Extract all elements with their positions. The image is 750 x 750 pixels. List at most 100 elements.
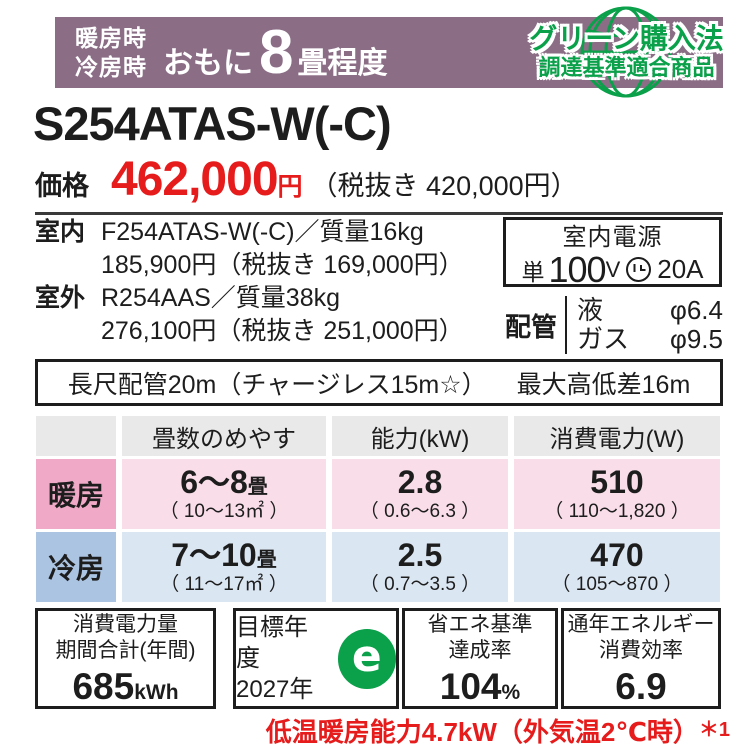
spec-table: 畳数のめやす 能力(kW) 消費電力(W) 暖房 6〜8 畳 （ 10〜13㎡ … bbox=[36, 416, 720, 602]
heating-tatami-range: （ 10〜13㎡ ） bbox=[159, 501, 289, 523]
indoor-unit-price: 185,900円（税抜き 169,000円） bbox=[101, 251, 464, 279]
annual-consumption-box: 消費電力量 期間合計(年間) 685 kWh bbox=[35, 608, 216, 709]
room-size-number: 8 bbox=[259, 17, 294, 87]
indoor-unit-label: 室内 bbox=[35, 218, 86, 246]
cooling-mode-label: 冷房時 bbox=[75, 53, 147, 80]
heating-power-cell: 510 （ 110〜1,820 ） bbox=[514, 459, 720, 529]
piping-section: 配管 液 φ6.4 ガス φ9.5 bbox=[505, 296, 723, 354]
cooling-capacity-cell: 2.5 （ 0.7〜3.5 ） bbox=[332, 532, 508, 602]
spacer bbox=[35, 315, 101, 348]
standard-achievement-number: 104 bbox=[439, 666, 502, 708]
outdoor-unit-price: 276,100円（税抜き 251,000円） bbox=[101, 317, 464, 345]
table-header-capacity: 能力(kW) bbox=[332, 416, 508, 456]
apf-label2: 消費効率 bbox=[599, 639, 683, 662]
apf-label1: 通年エネルギー bbox=[567, 612, 715, 636]
power-voltage-unit: V bbox=[605, 256, 621, 282]
table-header-tatami: 畳数のめやす bbox=[122, 416, 326, 456]
piping-label: 配管 bbox=[505, 311, 558, 342]
model-number: S254ATAS-W(-C) bbox=[33, 97, 392, 150]
cooling-row-label: 冷房 bbox=[36, 532, 116, 602]
annual-consumption-label1: 消費電力量 bbox=[73, 612, 178, 636]
standard-achievement-label1: 省エネ基準 bbox=[427, 612, 533, 636]
indoor-power-box: 室内電源 単 100 V 20A bbox=[503, 217, 722, 287]
heating-tatami-unit: 畳 bbox=[247, 475, 268, 498]
piping-gas-size: φ9.5 bbox=[669, 324, 723, 354]
table-header-power: 消費電力(W) bbox=[514, 416, 720, 456]
price-row: 価格 462,000 円 （税抜き 420,000円） bbox=[35, 156, 723, 215]
piping-rows: 液 φ6.4 ガス φ9.5 bbox=[577, 296, 723, 354]
target-year-text: 目標年度 2027年 bbox=[236, 612, 330, 706]
badge-line2: 調達基準適合商品 bbox=[538, 55, 715, 81]
badge-line1: グリーン購入法 bbox=[529, 23, 724, 55]
outdoor-unit-model: R254AAS／質量38kg bbox=[101, 284, 341, 312]
indoor-unit-model: F254ATAS-W(-C)／質量16kg bbox=[101, 218, 424, 246]
footnote-mark: ＊1 bbox=[698, 719, 730, 741]
heating-capacity-range: （ 0.6〜6.3 ） bbox=[359, 501, 481, 523]
cooling-capacity-range: （ 0.7〜3.5 ） bbox=[359, 574, 481, 596]
annual-consumption-label2: 期間合計(年間) bbox=[55, 639, 196, 662]
cooling-tatami-number: 7〜10 bbox=[171, 536, 257, 573]
standard-achievement-box: 省エネ基準 達成率 104 % bbox=[402, 608, 558, 709]
spacer bbox=[35, 249, 101, 282]
piping-liquid-size: φ6.4 bbox=[669, 295, 723, 325]
cooling-tatami-value: 7〜10 畳 bbox=[171, 536, 277, 573]
target-year-value: 2027年 bbox=[236, 676, 314, 704]
power-voltage: 100 bbox=[548, 248, 606, 290]
unit-info: 室内 F254ATAS-W(-C)／質量16kg 185,900円（税抜き 16… bbox=[35, 216, 464, 348]
mode-labels: 暖房時 冷房時 bbox=[75, 24, 147, 80]
long-pipe-note-box: 長尺配管20m（チャージレス15m☆） 最大高低差16m bbox=[35, 359, 723, 406]
heating-mode-label: 暖房時 bbox=[75, 25, 147, 52]
price-amount: 462,000 bbox=[111, 153, 279, 206]
piping-liquid-name: 液 bbox=[577, 295, 604, 325]
apf-box: 通年エネルギー 消費効率 6.9 bbox=[561, 608, 721, 709]
standard-achievement-value: 104 % bbox=[440, 668, 520, 705]
footnote-text: 低温暖房能力4.7kW（外気温2℃時） bbox=[265, 717, 699, 747]
plug-il-icon bbox=[626, 257, 652, 282]
power-spec-line: 単 100 V 20A bbox=[521, 248, 704, 290]
price-tax-note: （税抜き 420,000円） bbox=[310, 171, 578, 201]
price-label: 価格 bbox=[35, 171, 89, 201]
cooling-power-value: 470 bbox=[590, 536, 644, 573]
piping-gas-name: ガス bbox=[577, 324, 630, 354]
heating-tatami-value: 6〜8 畳 bbox=[180, 463, 268, 500]
annual-consumption-value: 685 kWh bbox=[72, 668, 178, 705]
piping-divider bbox=[565, 296, 568, 354]
cooling-tatami-range: （ 11〜17㎡ ） bbox=[160, 574, 288, 596]
standard-achievement-unit: % bbox=[501, 681, 521, 705]
standard-achievement-label2: 達成率 bbox=[448, 639, 512, 662]
cooling-tatami-cell: 7〜10 畳 （ 11〜17㎡ ） bbox=[122, 532, 326, 602]
price-currency: 円 bbox=[277, 173, 303, 201]
apf-value: 6.9 bbox=[615, 666, 667, 708]
piping-row-liquid: 液 φ6.4 bbox=[577, 296, 723, 325]
cooling-capacity-value: 2.5 bbox=[397, 536, 443, 573]
heating-power-range: （ 110〜1,820 ） bbox=[544, 501, 690, 523]
heating-tatami-cell: 6〜8 畳 （ 10〜13㎡ ） bbox=[122, 459, 326, 529]
power-phase: 単 bbox=[521, 258, 545, 285]
piping-row-gas: ガス φ9.5 bbox=[577, 325, 723, 354]
low-temp-heating-footnote: 低温暖房能力4.7kW（外気温2℃時） ＊1 bbox=[266, 712, 730, 749]
annual-consumption-number: 685 bbox=[72, 666, 135, 708]
heating-power-value: 510 bbox=[590, 463, 644, 500]
long-pipe-note: 長尺配管20m（チャージレス15m☆） bbox=[67, 370, 487, 399]
green-purchase-law-badge: グリーン購入法 調達基準適合商品 bbox=[527, 4, 726, 100]
target-year-label: 目標年度 bbox=[236, 613, 308, 672]
power-box-title: 室内電源 bbox=[562, 223, 663, 251]
table-header-empty bbox=[36, 416, 116, 456]
heating-tatami-number: 6〜8 bbox=[180, 463, 248, 500]
mainly-label: おもに bbox=[163, 46, 253, 80]
power-amperage: 20A bbox=[657, 254, 704, 284]
globe-icon bbox=[580, 6, 672, 98]
energy-saving-e-mark-icon: e bbox=[337, 628, 396, 689]
outdoor-unit-label: 室外 bbox=[35, 284, 86, 312]
target-year-box: 目標年度 2027年 e bbox=[233, 608, 399, 709]
heating-row-label: 暖房 bbox=[36, 459, 116, 529]
cooling-tatami-unit: 畳 bbox=[256, 548, 277, 571]
cooling-power-cell: 470 （ 105〜870 ） bbox=[514, 532, 720, 602]
cooling-power-range: （ 105〜870 ） bbox=[551, 574, 683, 596]
max-height-diff: 最大高低差16m bbox=[516, 370, 691, 399]
annual-consumption-unit: kWh bbox=[134, 681, 179, 705]
heating-capacity-cell: 2.8 （ 0.6〜6.3 ） bbox=[332, 459, 508, 529]
heating-capacity-value: 2.8 bbox=[397, 463, 443, 500]
room-size-unit: 畳程度 bbox=[297, 46, 388, 80]
